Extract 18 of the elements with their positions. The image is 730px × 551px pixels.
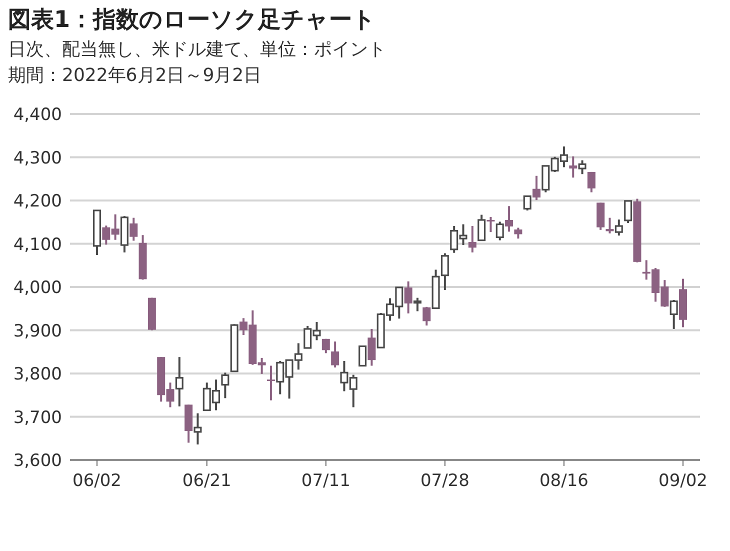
chart-subtitle: 日次、配当無し、米ドル建て、単位：ポイント	[8, 39, 386, 60]
y-tick-label: 4,000	[13, 278, 62, 298]
x-tick-label: 06/02	[72, 471, 122, 491]
x-tick-label: 07/11	[301, 471, 350, 491]
y-tick-label: 4,200	[13, 192, 62, 212]
chart-title: 図表1：指数のローソク足チャート	[8, 7, 376, 33]
y-tick-label: 3,900	[13, 321, 62, 342]
x-tick-label: 08/16	[539, 471, 588, 491]
text: 期間：2022年6月2日～9月2日	[8, 65, 262, 86]
y-tick-label: 4,100	[13, 234, 62, 255]
y-tick-label: 3,600	[13, 451, 62, 471]
x-tick-label: 06/21	[182, 471, 232, 491]
x-tick-label: 09/02	[658, 471, 708, 491]
y-tick-label: 3,800	[13, 364, 62, 384]
x-tick-label: 07/28	[420, 471, 470, 491]
y-tick-label: 4,400	[13, 105, 62, 125]
y-tick-label: 3,700	[13, 408, 62, 428]
y-tick-label: 4,300	[13, 148, 62, 168]
